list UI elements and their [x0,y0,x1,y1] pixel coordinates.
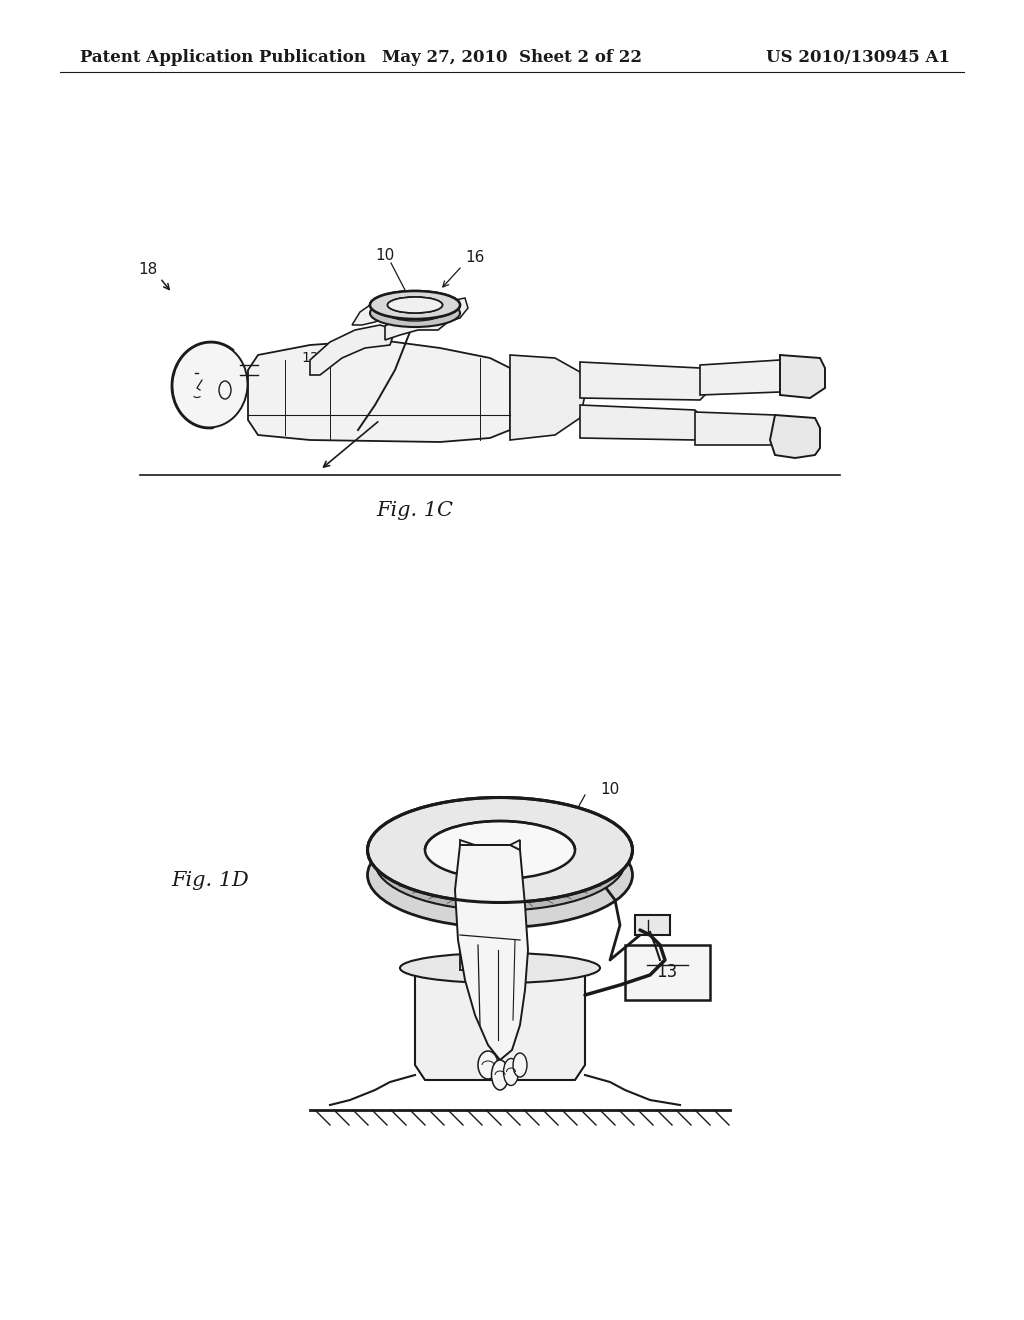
Ellipse shape [387,297,442,313]
Ellipse shape [368,822,633,928]
Ellipse shape [172,342,248,428]
FancyBboxPatch shape [635,915,670,935]
Polygon shape [460,840,520,970]
Polygon shape [510,355,585,440]
Text: Patent Application Publication: Patent Application Publication [80,49,366,66]
Polygon shape [580,405,710,440]
Text: 10: 10 [600,783,620,797]
Ellipse shape [375,813,625,911]
Ellipse shape [370,290,460,319]
Polygon shape [385,310,449,341]
Polygon shape [455,845,528,1060]
Polygon shape [780,355,825,399]
Polygon shape [700,360,790,395]
Text: 10: 10 [376,248,394,263]
Text: 19: 19 [490,1012,510,1027]
Text: US 2010/130945 A1: US 2010/130945 A1 [766,49,950,66]
Text: 18: 18 [138,263,158,277]
Ellipse shape [370,290,460,319]
Text: Fig. 1D: Fig. 1D [171,870,249,890]
Ellipse shape [492,1060,509,1090]
Ellipse shape [387,297,442,313]
Ellipse shape [513,1053,527,1077]
Polygon shape [415,970,585,1080]
Ellipse shape [504,1059,518,1085]
Ellipse shape [219,381,231,399]
Text: Fig. 1C: Fig. 1C [377,500,454,520]
Ellipse shape [400,953,600,983]
Ellipse shape [368,797,633,903]
Ellipse shape [425,846,575,904]
Polygon shape [440,298,468,322]
Ellipse shape [425,821,575,879]
Ellipse shape [370,300,460,327]
Polygon shape [352,302,388,325]
Polygon shape [695,412,785,445]
Text: May 27, 2010  Sheet 2 of 22: May 27, 2010 Sheet 2 of 22 [382,49,642,66]
Ellipse shape [418,829,583,895]
Text: 16: 16 [465,251,484,265]
Text: 13: 13 [301,351,318,366]
Text: 13: 13 [656,964,678,981]
Polygon shape [580,362,715,400]
Polygon shape [248,341,510,442]
Polygon shape [310,325,395,375]
FancyBboxPatch shape [625,945,710,1001]
Polygon shape [770,414,820,458]
Ellipse shape [478,1051,498,1078]
Ellipse shape [387,305,442,321]
